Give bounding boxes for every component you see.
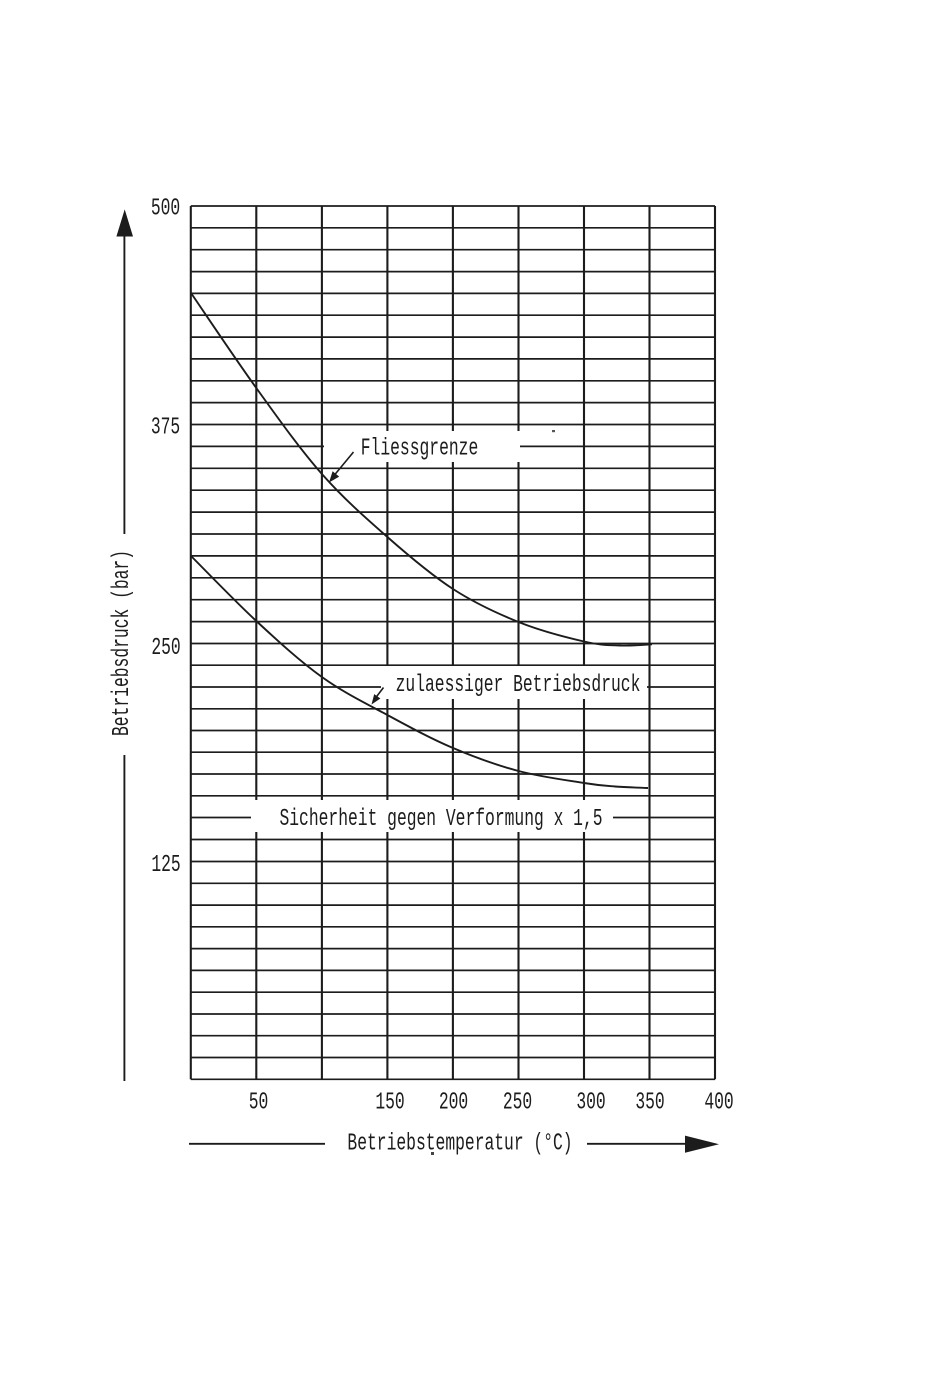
svg-text:150: 150 <box>375 1090 404 1117</box>
svg-text:Betriebstemperatur (°C): Betriebstemperatur (°C) <box>347 1131 572 1158</box>
svg-text:250: 250 <box>151 635 180 662</box>
svg-text:Betriebsdruck (bar): Betriebsdruck (bar) <box>109 550 136 736</box>
svg-text:zulaessiger Betriebsdruck: zulaessiger Betriebsdruck <box>396 672 641 699</box>
svg-text:500: 500 <box>151 196 180 223</box>
svg-text:Fliessgrenze: Fliessgrenze <box>361 436 478 463</box>
svg-text:250: 250 <box>503 1090 532 1117</box>
svg-text:Sicherheit gegen Verformung x: Sicherheit gegen Verformung x 1,5 <box>279 806 602 833</box>
svg-text:200: 200 <box>439 1090 468 1117</box>
svg-text:350: 350 <box>635 1090 664 1117</box>
svg-text:125: 125 <box>151 852 180 879</box>
svg-text:400: 400 <box>704 1090 733 1117</box>
svg-text:375: 375 <box>151 415 180 442</box>
svg-text:300: 300 <box>576 1090 605 1117</box>
svg-text:50: 50 <box>249 1090 269 1117</box>
